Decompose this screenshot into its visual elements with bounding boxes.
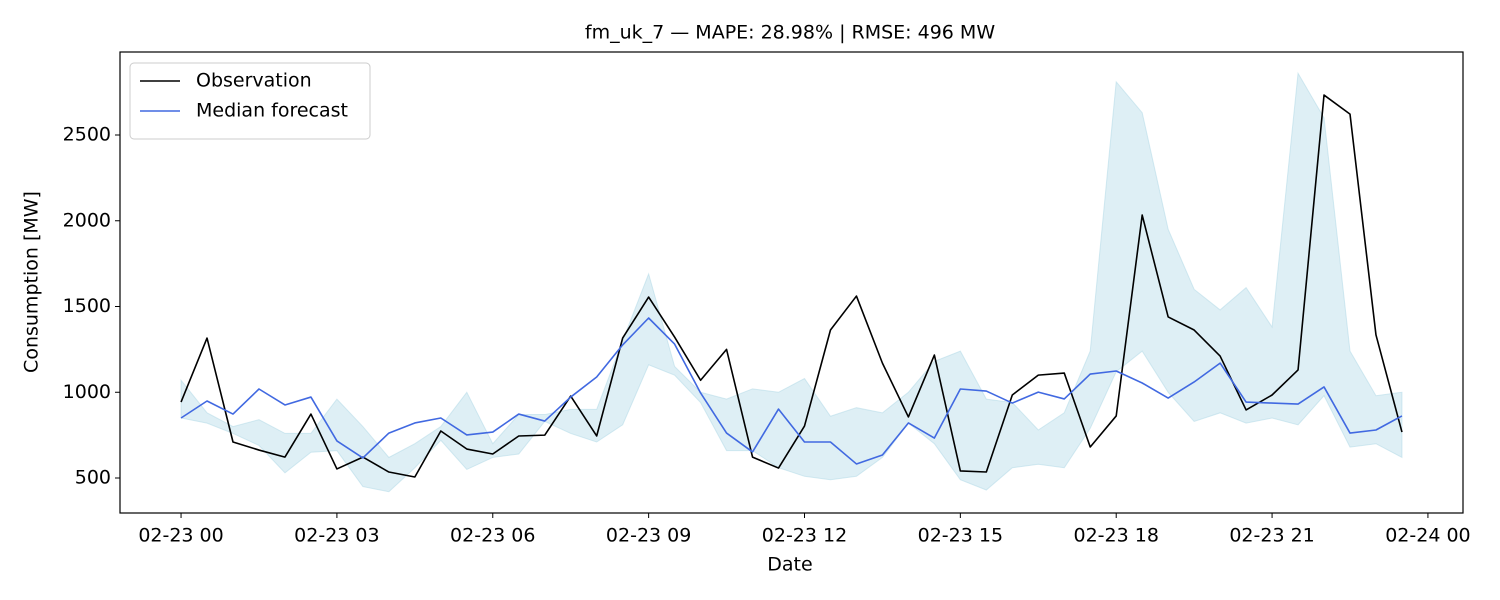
legend-box xyxy=(129,62,371,140)
y-tick-label: 1000 xyxy=(63,381,111,403)
y-tick-label: 2000 xyxy=(63,209,111,231)
y-tick-label: 2500 xyxy=(63,124,111,146)
x-tick-label: 02-24 00 xyxy=(1385,525,1470,547)
x-tick-label: 02-23 06 xyxy=(450,525,535,547)
series-line xyxy=(180,317,1403,465)
x-tick-label: 02-23 03 xyxy=(294,525,379,547)
x-axis-label: Date xyxy=(767,554,812,576)
legend-label: Median forecast xyxy=(196,100,348,122)
x-tick-label: 02-23 15 xyxy=(918,525,1003,547)
x-tick-label: 02-23 00 xyxy=(138,525,223,547)
x-tick-label: 02-23 21 xyxy=(1229,525,1314,547)
y-axis-label: Consumption [MW] xyxy=(21,191,43,373)
plot-frame xyxy=(119,51,1464,514)
x-tick-label: 02-23 09 xyxy=(606,525,691,547)
x-tick-label: 02-23 18 xyxy=(1073,525,1158,547)
chart-title: fm_uk_7 — MAPE: 28.98% | RMSE: 496 MW xyxy=(585,22,995,44)
forecast-band xyxy=(180,71,1403,493)
y-tick-label: 1500 xyxy=(63,295,111,317)
series-line xyxy=(180,94,1403,478)
y-tick-label: 500 xyxy=(75,467,111,489)
legend-label: Observation xyxy=(196,70,312,92)
x-tick-label: 02-23 12 xyxy=(762,525,847,547)
